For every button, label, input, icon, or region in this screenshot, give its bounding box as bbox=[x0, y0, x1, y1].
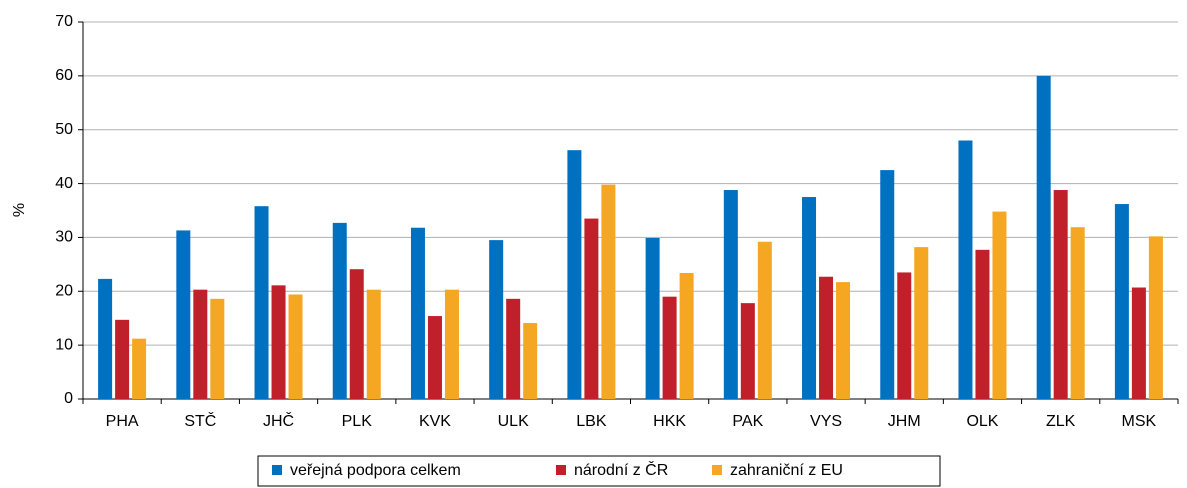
y-tick-label: 50 bbox=[55, 121, 73, 138]
bar bbox=[1036, 75, 1051, 399]
y-tick-label: 0 bbox=[64, 390, 73, 407]
bar bbox=[645, 237, 660, 399]
bar bbox=[115, 319, 130, 399]
bar bbox=[193, 289, 208, 399]
legend-swatch bbox=[272, 465, 282, 475]
bar bbox=[740, 303, 755, 399]
x-tick-label: MSK bbox=[1122, 413, 1157, 430]
bar bbox=[1053, 190, 1068, 399]
bar bbox=[410, 227, 425, 399]
bar bbox=[914, 247, 929, 399]
x-tick-label: PAK bbox=[732, 413, 763, 430]
legend-label: národní z ČR bbox=[574, 460, 668, 479]
bar bbox=[757, 241, 772, 399]
y-axis-label: % bbox=[11, 203, 28, 217]
legend-label: zahraniční z EU bbox=[730, 462, 843, 479]
bar bbox=[366, 289, 381, 399]
bar bbox=[427, 316, 442, 399]
bar bbox=[819, 276, 834, 399]
bar bbox=[444, 289, 459, 399]
bar bbox=[1114, 204, 1129, 399]
bar bbox=[1148, 236, 1163, 399]
legend-label: veřejná podpora celkem bbox=[290, 462, 461, 479]
bar bbox=[679, 272, 694, 399]
bar bbox=[992, 211, 1007, 399]
x-tick-label: PHA bbox=[106, 413, 139, 430]
bar bbox=[132, 338, 147, 399]
x-tick-label: OLK bbox=[966, 413, 998, 430]
legend-swatch bbox=[712, 465, 722, 475]
bar bbox=[975, 249, 990, 399]
x-tick-label: HKK bbox=[653, 413, 686, 430]
bar bbox=[1131, 287, 1146, 399]
bar bbox=[98, 278, 113, 399]
bar bbox=[723, 190, 738, 399]
legend-box bbox=[257, 455, 941, 487]
bar bbox=[271, 285, 286, 399]
y-tick-label: 20 bbox=[55, 283, 73, 300]
bar bbox=[601, 184, 616, 399]
x-tick-label: JHM bbox=[888, 413, 921, 430]
bar bbox=[662, 296, 677, 399]
bar bbox=[489, 240, 504, 399]
y-tick-label: 40 bbox=[55, 175, 73, 192]
bar bbox=[332, 222, 347, 399]
bar bbox=[523, 323, 538, 399]
x-tick-label: PLK bbox=[342, 413, 373, 430]
bar bbox=[349, 269, 364, 399]
legend-swatch bbox=[556, 465, 566, 475]
x-tick-label: ULK bbox=[498, 413, 529, 430]
bar bbox=[880, 170, 895, 399]
legend: veřejná podpora celkem národní z ČR zahran… bbox=[257, 455, 941, 487]
x-tick-label: LBK bbox=[576, 413, 607, 430]
bar bbox=[176, 230, 191, 399]
bar bbox=[836, 282, 851, 399]
x-tick-label: ZLK bbox=[1046, 413, 1076, 430]
y-tick-label: 70 bbox=[55, 13, 73, 30]
x-tick-label: VYS bbox=[810, 413, 842, 430]
y-tick-label: 60 bbox=[55, 67, 73, 84]
bar bbox=[802, 197, 817, 399]
bar bbox=[210, 298, 225, 399]
y-tick-label: 10 bbox=[55, 336, 73, 353]
bar bbox=[506, 298, 521, 399]
bar bbox=[567, 150, 582, 399]
x-tick-label: STČ bbox=[184, 411, 216, 430]
x-tick-label: KVK bbox=[419, 413, 451, 430]
bar bbox=[1070, 227, 1085, 399]
bar bbox=[584, 218, 599, 399]
x-tick-label: JHČ bbox=[263, 411, 294, 430]
bar bbox=[288, 294, 303, 399]
bar bbox=[958, 140, 973, 399]
bar bbox=[254, 206, 269, 399]
y-tick-label: 30 bbox=[55, 229, 73, 246]
bar bbox=[897, 272, 912, 399]
